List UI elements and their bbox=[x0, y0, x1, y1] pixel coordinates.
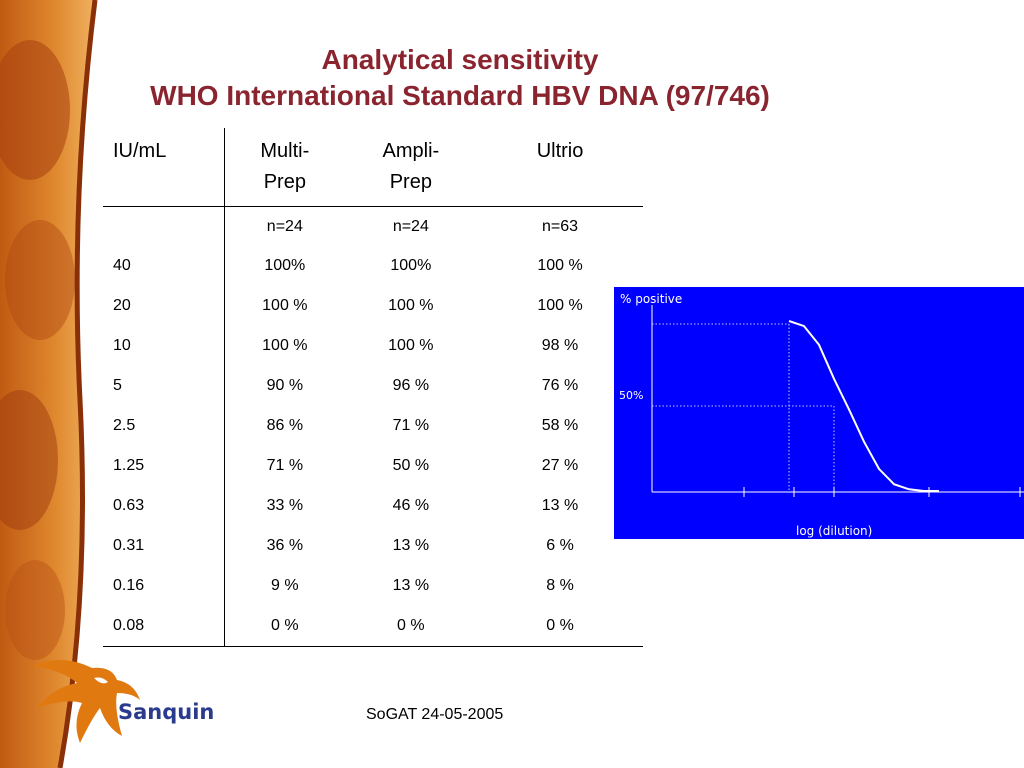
table-cell: 40 bbox=[103, 246, 226, 286]
table-cell: 90 % bbox=[266, 377, 304, 394]
sample-size-row: n=24 n=24 n=63 bbox=[103, 206, 643, 246]
table-cell: 46 % bbox=[392, 497, 430, 514]
table-row: 20 100 % 100 % 100 % bbox=[103, 286, 643, 326]
table-cell: 50 % bbox=[392, 457, 430, 474]
table-cell: 5 bbox=[103, 366, 226, 406]
chart-xlabel: log (dilution) bbox=[796, 524, 872, 538]
table-row: 1.25 71 % 50 % 27 % bbox=[103, 446, 643, 486]
table-cell: 0.08 bbox=[103, 606, 226, 647]
slide-title: Analytical sensitivity WHO International… bbox=[150, 42, 770, 114]
table-cell: 100 % bbox=[537, 297, 583, 314]
table-row: 5 90 % 96 % 76 % bbox=[103, 366, 643, 406]
table-cell: 71 % bbox=[266, 457, 304, 474]
chart-mid-label: 50% bbox=[619, 389, 643, 402]
table-row: 10 100 % 100 % 98 % bbox=[103, 326, 643, 366]
header-ampliprep: Ampli- Prep bbox=[344, 128, 478, 207]
table-cell: 76 % bbox=[541, 377, 579, 394]
table-row: 0.63 33 % 46 % 13 % bbox=[103, 486, 643, 526]
table-cell: 0.63 bbox=[103, 486, 226, 526]
table-cell: 98 % bbox=[541, 337, 579, 354]
dilution-curve-chart: % positive 50% log (dilution) bbox=[614, 287, 1024, 539]
table-cell: 0.31 bbox=[103, 526, 226, 566]
table-cell: 1.25 bbox=[103, 446, 226, 486]
header-ultrio: Ultrio bbox=[477, 128, 643, 207]
table-cell: 96 % bbox=[392, 377, 430, 394]
table-row: 0.16 9 % 13 % 8 % bbox=[103, 566, 643, 606]
table-row: 0.31 36 % 13 % 6 % bbox=[103, 526, 643, 566]
table-cell: n=24 bbox=[266, 217, 303, 235]
table-cell: 0 % bbox=[477, 606, 643, 647]
footer-text: SoGAT 24-05-2005 bbox=[366, 706, 504, 723]
table-cell: 100% bbox=[390, 257, 432, 274]
chart-guide-lines bbox=[652, 323, 835, 491]
table-row: 0.08 0 % 0 % 0 % bbox=[103, 606, 643, 647]
table-cell: 100 % bbox=[262, 297, 308, 314]
table-cell: 33 % bbox=[266, 497, 304, 514]
chart-ylabel: % positive bbox=[620, 292, 682, 306]
sanquin-logo-bird bbox=[32, 659, 140, 743]
table-cell: 2.5 bbox=[103, 406, 226, 446]
table-cell: 100 % bbox=[388, 337, 434, 354]
table-header-row: IU/mL Multi- Prep Ampli- Prep Ultrio bbox=[103, 128, 643, 207]
table-cell bbox=[103, 206, 226, 246]
sensitivity-table: IU/mL Multi- Prep Ampli- Prep Ultrio n=24 … bbox=[103, 128, 643, 647]
title-line-2: WHO International Standard HBV DNA (97/7… bbox=[150, 80, 770, 111]
table-cell: 0 % bbox=[224, 606, 345, 647]
table-cell: 20 bbox=[103, 286, 226, 326]
header-iu-ml: IU/mL bbox=[103, 128, 226, 207]
table-cell: 13 % bbox=[541, 497, 579, 514]
table-cell: 86 % bbox=[266, 417, 304, 434]
table-cell: 36 % bbox=[266, 537, 304, 554]
table-cell: 9 % bbox=[271, 577, 299, 594]
table-cell: n=24 bbox=[392, 217, 429, 235]
table-cell: 13 % bbox=[392, 577, 430, 594]
table-cell: 27 % bbox=[541, 457, 579, 474]
table-cell: 0.16 bbox=[103, 566, 226, 606]
chart-background bbox=[614, 287, 1024, 539]
table-cell: 6 % bbox=[546, 537, 574, 554]
table-row: 2.5 86 % 71 % 58 % bbox=[103, 406, 643, 446]
table-cell: 71 % bbox=[392, 417, 430, 434]
table-cell: 8 % bbox=[546, 577, 574, 594]
table-cell: 13 % bbox=[392, 537, 430, 554]
table-cell: 100 % bbox=[537, 257, 583, 274]
table-cell: 100% bbox=[264, 257, 306, 274]
table-cell: 100 % bbox=[388, 297, 434, 314]
table-row: 40 100% 100% 100 % bbox=[103, 246, 643, 286]
decorative-side-band bbox=[0, 0, 98, 768]
table-cell: 100 % bbox=[262, 337, 308, 354]
title-line-1: Analytical sensitivity bbox=[321, 44, 599, 75]
table-cell: 10 bbox=[103, 326, 226, 366]
table-cell: n=63 bbox=[542, 217, 579, 235]
header-multiprep: Multi- Prep bbox=[224, 128, 345, 207]
sanquin-logo-text: Sanquin bbox=[118, 700, 215, 724]
table-cell: 58 % bbox=[541, 417, 579, 434]
table-cell: 0 % bbox=[344, 606, 478, 647]
chart-series-line bbox=[788, 320, 939, 492]
